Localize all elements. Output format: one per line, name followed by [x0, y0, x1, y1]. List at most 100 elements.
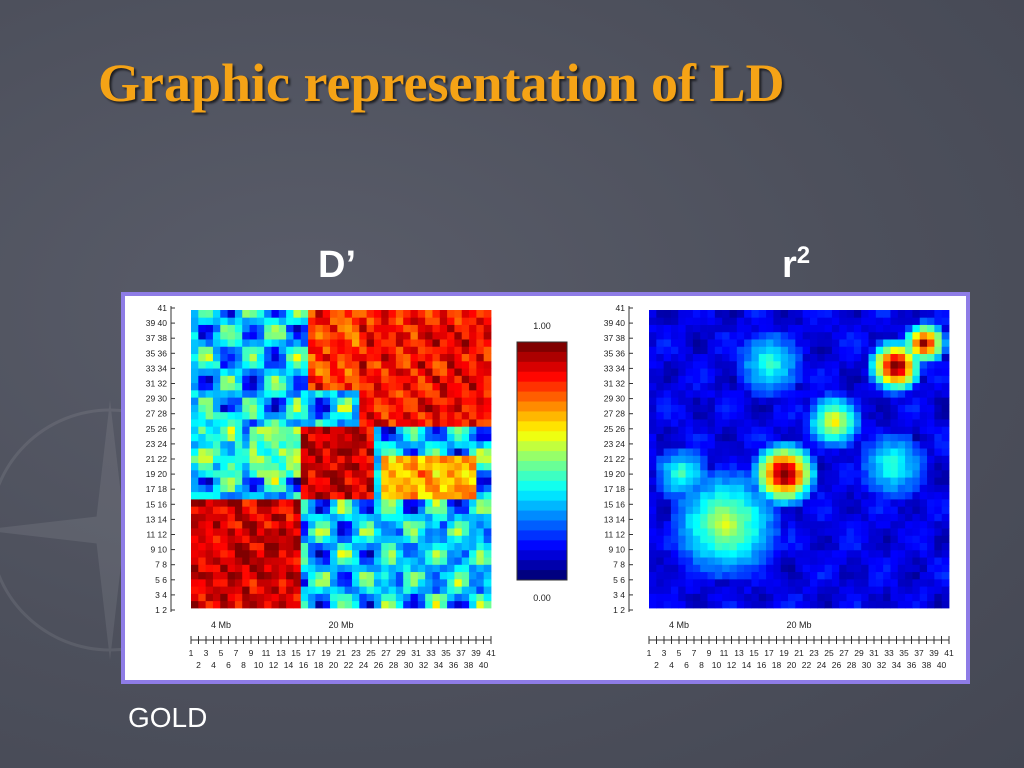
r2-cell	[809, 368, 818, 376]
dprime-cell	[410, 353, 419, 362]
r2-cell	[905, 404, 913, 413]
dprime-cell	[395, 426, 404, 434]
r2-cell	[831, 528, 840, 536]
dprime-cell	[220, 317, 228, 325]
r2-cell	[751, 484, 760, 493]
dprime-cell	[242, 317, 250, 325]
r2-cell	[839, 564, 847, 573]
r2-cell	[890, 397, 899, 405]
dprime-cell	[198, 477, 207, 485]
dprime-cell	[359, 448, 368, 456]
dprime-cell	[469, 564, 477, 573]
r2-cell	[795, 578, 804, 587]
r2-cell	[766, 535, 774, 543]
dprime-cell	[337, 549, 346, 558]
r2-cell	[817, 498, 826, 507]
r2-cell	[663, 462, 672, 471]
r2-cell	[919, 433, 928, 442]
dprime-cell	[220, 411, 228, 420]
dprime-cell	[410, 404, 419, 413]
r2-cell	[707, 331, 716, 340]
r2-cell	[824, 440, 833, 449]
dprime-cell	[286, 317, 294, 325]
dprime-cell	[242, 520, 250, 529]
dprime-cell	[432, 310, 441, 318]
r2-cell	[802, 593, 811, 602]
dprime-cell	[278, 317, 287, 325]
dprime-cell	[476, 586, 485, 594]
dprime-cell	[271, 419, 280, 427]
dprime-cell	[351, 368, 360, 376]
dprime-cell	[337, 440, 346, 449]
dprime-cell	[461, 324, 470, 333]
r2-cell	[729, 426, 738, 434]
r2-cell	[846, 469, 855, 478]
dprime-cell	[242, 346, 250, 355]
r2-cell	[905, 419, 913, 427]
r2-cell	[722, 382, 730, 391]
r2-cell	[678, 593, 686, 602]
dprime-cell	[351, 535, 360, 543]
r2-cell	[861, 593, 869, 602]
r2-cell	[817, 564, 826, 573]
r2-cell	[744, 520, 752, 529]
dprime-cell	[344, 462, 353, 471]
dprime-cell	[271, 600, 280, 609]
r2-cell	[831, 448, 840, 456]
r2-cell	[883, 346, 891, 355]
dprime-cell	[264, 586, 272, 594]
dprime-cell	[256, 368, 265, 376]
r2-cell	[817, 324, 826, 333]
r2-cell	[692, 498, 701, 507]
r2-cell	[722, 528, 730, 536]
r2-cell	[685, 426, 694, 434]
dprime-cell	[256, 549, 265, 558]
r2-cell	[912, 462, 921, 471]
dprime-cell	[366, 346, 375, 355]
dprime-cell	[242, 578, 250, 587]
dprime-cell	[264, 331, 272, 340]
dprime-cell	[227, 433, 236, 442]
r2-cell	[663, 397, 672, 405]
dprime-cell	[403, 520, 411, 529]
dprime-cell	[483, 404, 492, 413]
dprime-cell	[315, 542, 324, 551]
dprime-cell	[220, 586, 228, 594]
dprime-cell	[227, 506, 236, 514]
r2-cell	[780, 542, 789, 551]
r2-panel-label: r2	[782, 242, 810, 287]
r2-cell	[751, 586, 760, 594]
r2-cell	[766, 331, 774, 340]
dprime-cell	[403, 535, 411, 543]
dprime-cell	[234, 462, 243, 471]
dprime-bottom-tick-label-odd: 31	[411, 648, 421, 658]
dprime-bottom-tick-label-even: 24	[359, 660, 369, 670]
dprime-cell	[308, 440, 316, 449]
r2-cell	[905, 339, 913, 347]
dprime-cell	[286, 564, 294, 573]
dprime-cell	[351, 506, 360, 514]
r2-cell	[685, 317, 694, 325]
dprime-cell	[322, 404, 331, 413]
r2-cell	[670, 462, 679, 471]
dprime-cell	[425, 433, 433, 442]
dprime-cell	[483, 426, 492, 434]
r2-cell	[707, 440, 716, 449]
r2-cell	[927, 557, 935, 565]
r2-bottom-tick-label-even: 20	[787, 660, 797, 670]
dprime-cell	[483, 433, 492, 442]
dprime-left-tick-label: 25 26	[146, 424, 168, 434]
dprime-cell	[249, 317, 258, 325]
dprime-cell	[476, 498, 485, 507]
r2-cell	[736, 593, 745, 602]
dprime-cell	[469, 317, 477, 325]
r2-cell	[700, 397, 708, 405]
r2-cell	[839, 528, 847, 536]
r2-cell	[714, 506, 723, 514]
dprime-cell	[425, 375, 433, 384]
dprime-cell	[205, 419, 214, 427]
r2-cell	[707, 397, 716, 405]
r2-left-tick-label: 11 12	[604, 530, 625, 540]
colorbar-segment	[517, 371, 567, 383]
dprime-cell	[388, 542, 397, 551]
